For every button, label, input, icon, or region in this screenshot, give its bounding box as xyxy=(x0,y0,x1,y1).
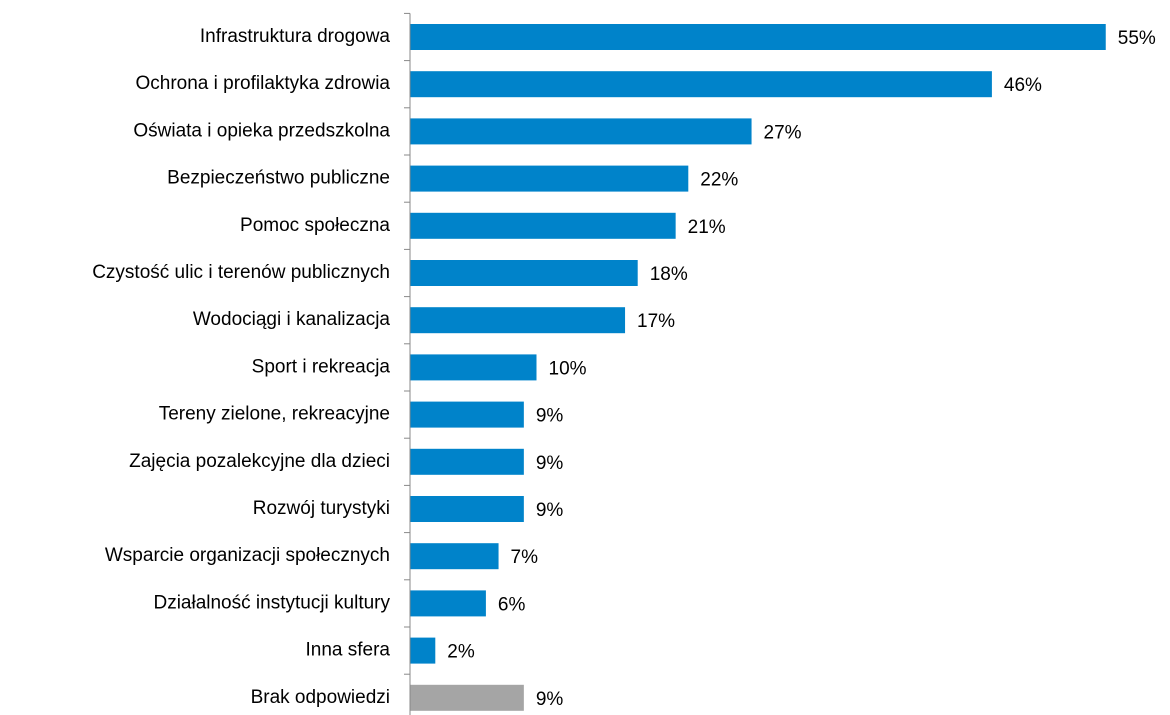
value-label: 9% xyxy=(536,689,564,710)
bar xyxy=(410,590,486,617)
bar xyxy=(410,401,524,428)
bar xyxy=(410,354,537,381)
value-label: 46% xyxy=(1004,75,1042,96)
bar xyxy=(410,543,499,570)
category-label: Wsparcie organizacji społecznych xyxy=(105,545,390,566)
value-label: 9% xyxy=(536,406,564,427)
category-label: Ochrona i profilaktyka zdrowia xyxy=(136,73,391,94)
bar xyxy=(410,212,676,239)
value-label: 6% xyxy=(498,594,526,615)
category-label: Działalność instytucji kultury xyxy=(153,592,390,613)
value-label: 17% xyxy=(637,311,675,332)
category-label: Czystość ulic i terenów publicznych xyxy=(92,262,390,283)
category-label: Pomoc społeczna xyxy=(240,215,390,236)
bar xyxy=(410,260,638,286)
value-label: 7% xyxy=(511,547,539,568)
category-label: Tereny zielone, rekreacyjne xyxy=(159,404,390,425)
value-label: 10% xyxy=(549,358,587,379)
bar xyxy=(410,71,992,98)
bar xyxy=(410,118,752,145)
category-label: Zajęcia pozalekcyjne dla dzieci xyxy=(129,451,390,472)
bar xyxy=(410,684,524,711)
category-label: Wodociągi i kanalizacja xyxy=(193,309,391,330)
bar xyxy=(410,165,689,192)
category-label: Bezpieczeństwo publiczne xyxy=(167,168,390,189)
bar xyxy=(410,448,524,475)
value-label: 55% xyxy=(1118,28,1156,49)
value-label: 21% xyxy=(688,217,726,238)
category-label: Brak odpowiedzi xyxy=(251,687,390,708)
category-label: Sport i rekreacja xyxy=(252,356,391,377)
category-label: Rozwój turystyki xyxy=(253,498,390,519)
bar xyxy=(410,307,626,334)
value-label: 2% xyxy=(447,642,475,663)
bar xyxy=(410,496,524,522)
value-label: 9% xyxy=(536,500,564,521)
value-label: 18% xyxy=(650,264,688,285)
value-label: 27% xyxy=(764,122,802,143)
bar xyxy=(410,637,436,664)
value-label: 9% xyxy=(536,453,564,474)
value-label: 22% xyxy=(700,170,738,191)
category-label: Oświata i opieka przedszkolna xyxy=(133,120,390,141)
category-label: Infrastruktura drogowa xyxy=(200,26,391,47)
bar xyxy=(410,24,1106,50)
category-label: Inna sfera xyxy=(306,640,391,661)
